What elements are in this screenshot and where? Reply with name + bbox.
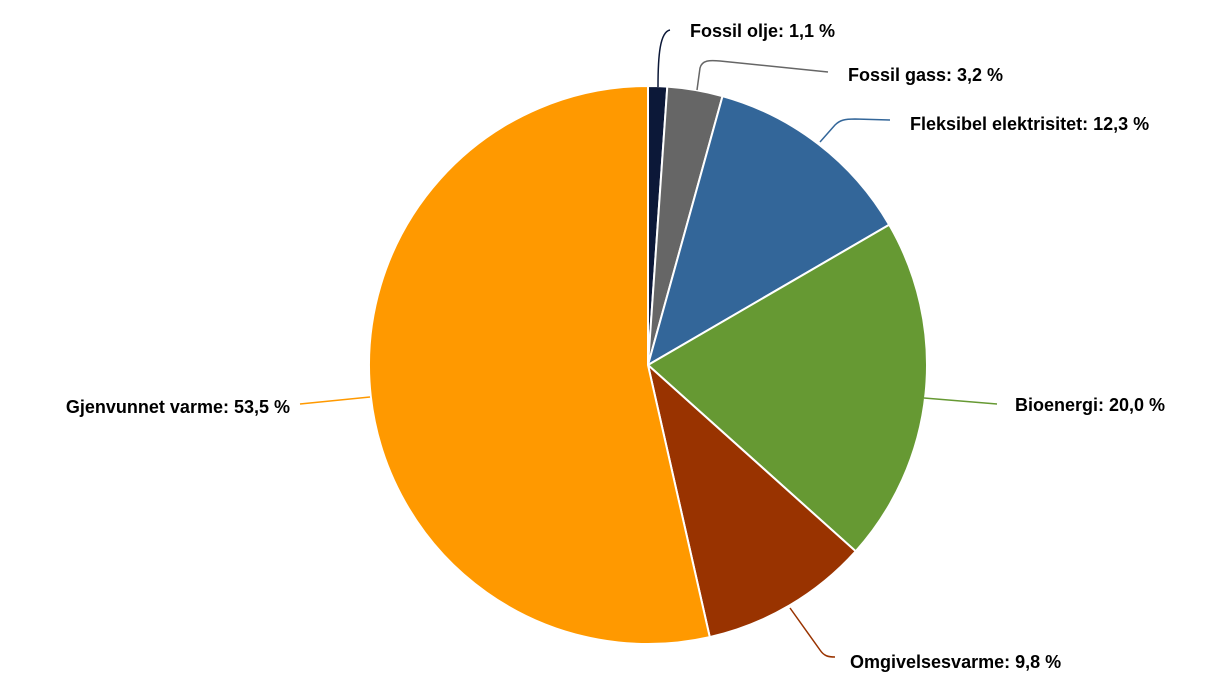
leader-line [819,118,891,143]
leader-line [657,29,671,88]
pie-slice [646,223,928,553]
data-label: Fossil olje: 1,1 % [690,21,835,41]
data-label: Bioenergi: 20,0 % [1015,395,1165,415]
pie-slice [646,94,891,368]
pie-slice [368,84,711,645]
leader-line [789,607,836,658]
data-label: Gjenvunnet varme: 53,5 % [66,397,290,417]
data-label: Fossil gass: 3,2 % [848,65,1003,85]
leader-line [923,397,998,405]
data-label: Omgivelsesvarme: 9,8 % [850,652,1061,672]
leader-line [696,59,829,91]
pie-slice [646,362,858,639]
data-label: Fleksibel elektrisitet: 12,3 % [910,114,1149,134]
leader-line [299,396,371,405]
